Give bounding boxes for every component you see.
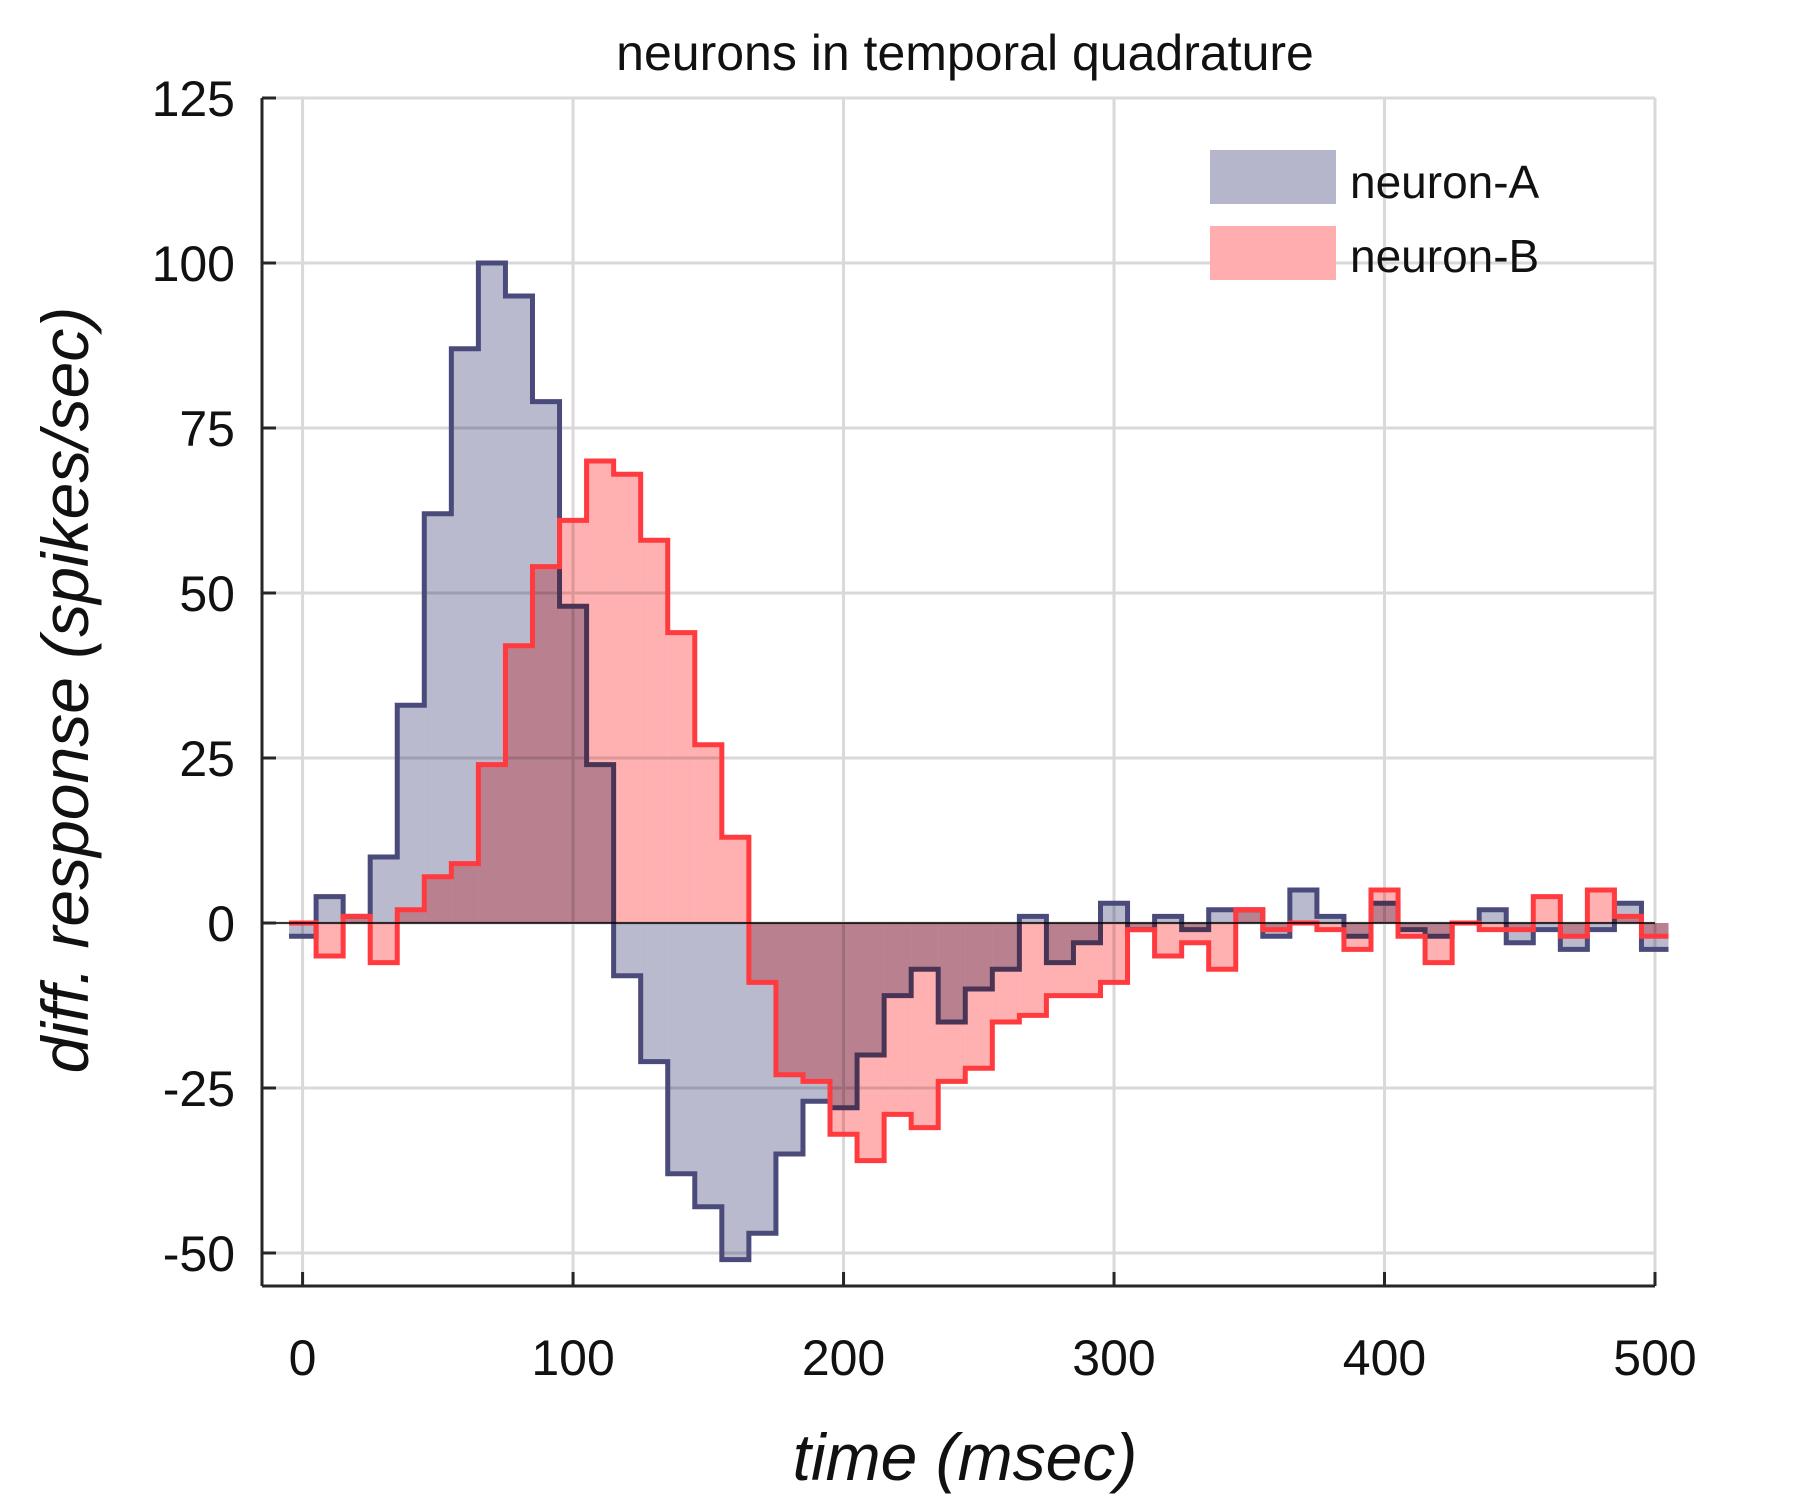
bar-neuron-B [857,923,885,1161]
bar-neuron-B [992,923,1020,1022]
bar-neuron-B [830,923,858,1135]
y-tick-label: 25 [179,731,235,787]
y-tick-label: -50 [163,1226,235,1282]
bar-neuron-B [1614,916,1642,923]
bar-neuron-A [451,348,479,923]
bar-neuron-B [1641,923,1669,937]
bar-neuron-B [613,474,641,923]
bar-neuron-B [424,876,452,923]
legend-label-neuron-b: neuron-B [1350,230,1539,282]
x-tick-label: 400 [1343,1330,1426,1386]
x-tick-label: 0 [289,1330,317,1386]
bar-neuron-B [1479,923,1507,930]
bar-neuron-B [1019,923,1047,1016]
bar-neuron-A [1533,923,1561,930]
bar-neuron-A [370,857,398,923]
bar-neuron-B [451,863,479,923]
series-neuron-A [289,260,1669,1263]
bar-neuron-B [532,566,560,923]
bar-neuron-B [559,520,587,923]
bar-neuron-B [775,923,803,1075]
bar-neuron-A [1100,903,1128,923]
bar-neuron-B [884,923,912,1115]
bar-neuron-B [1181,923,1209,943]
bar-neuron-B [1208,923,1236,970]
bar-neuron-B [1100,923,1128,983]
y-tick-label: 75 [179,401,235,457]
bar-neuron-B [667,632,695,923]
bar-neuron-A [640,923,668,1062]
bar-neuron-A [316,896,344,923]
bar-neuron-B [1343,923,1371,950]
legend-label-neuron-a: neuron-A [1350,156,1540,208]
bar-neuron-B [721,837,749,923]
bar-neuron-B [1506,923,1534,930]
bar-neuron-B [1235,909,1263,923]
y-tick-label: -25 [163,1061,235,1117]
bar-neuron-A [667,923,695,1174]
bar-neuron-B [478,764,506,923]
bar-neuron-B [1154,923,1182,956]
bar-neuron-B [694,744,722,923]
legend-swatch-neuron-a [1210,150,1336,204]
y-tick-label: 100 [152,236,235,292]
bar-neuron-A [1479,909,1507,923]
bar-neuron-B [586,461,614,923]
bar-neuron-A [1289,890,1317,923]
bar-neuron-B [397,909,425,923]
series-neuron-B [289,458,1669,1164]
series-group [289,260,1669,1263]
bar-neuron-B [343,916,371,923]
bar-neuron-B [938,923,966,1082]
x-tick-label: 500 [1613,1330,1696,1386]
bar-neuron-A [694,923,722,1207]
x-tick-label: 100 [531,1330,614,1386]
x-tick-label: 300 [1072,1330,1155,1386]
bar-neuron-A [721,923,749,1260]
bar-neuron-A [613,923,641,976]
step-line-neuron-B [289,458,1669,1164]
bar-neuron-A [397,705,425,923]
bar-neuron-A [424,513,452,923]
bar-neuron-B [1262,923,1290,930]
bar-neuron-B [640,540,668,923]
tick-labels: 0 100 200 300 400 500 -50 -25 0 25 50 75 100 125 [152,71,1697,1386]
bar-neuron-A [1208,909,1236,923]
bar-neuron-B [316,923,344,956]
bar-neuron-B [1398,923,1426,937]
bar-neuron-A [1154,916,1182,923]
y-axis-label: diff. response (spikes/sec) [28,307,102,1074]
x-axis-label: time (msec) [793,1420,1138,1494]
bar-neuron-B [1533,896,1561,923]
bar-neuron-B [1127,923,1155,930]
axes [260,96,1657,1288]
bar-neuron-A [289,923,317,937]
x-tick-label: 200 [802,1330,885,1386]
legend-swatch-neuron-b [1210,226,1336,280]
y-tick-label: 50 [179,566,235,622]
bar-neuron-B [1587,890,1615,923]
bar-neuron-B [1560,923,1588,937]
bar-neuron-B [802,923,831,1082]
y-tick-label: 0 [207,896,235,952]
bar-neuron-B [1316,923,1344,930]
y-tick-label: 125 [152,71,235,127]
bar-neuron-B [1425,923,1453,963]
bar-neuron-B [965,923,993,1069]
bar-neuron-B [1046,923,1074,996]
bar-neuron-A [1316,916,1344,923]
bar-neuron-B [748,923,776,983]
bar-neuron-B [370,923,398,963]
bar-neuron-A [1587,923,1615,930]
bar-neuron-A [1019,916,1047,923]
bar-neuron-B [1073,923,1101,996]
bar-neuron-B [911,923,939,1128]
chart-title: neurons in temporal quadrature [616,25,1314,81]
bar-neuron-B [505,645,533,923]
bar-neuron-B [1370,890,1399,923]
legend: neuron-A neuron-B [1210,150,1540,282]
